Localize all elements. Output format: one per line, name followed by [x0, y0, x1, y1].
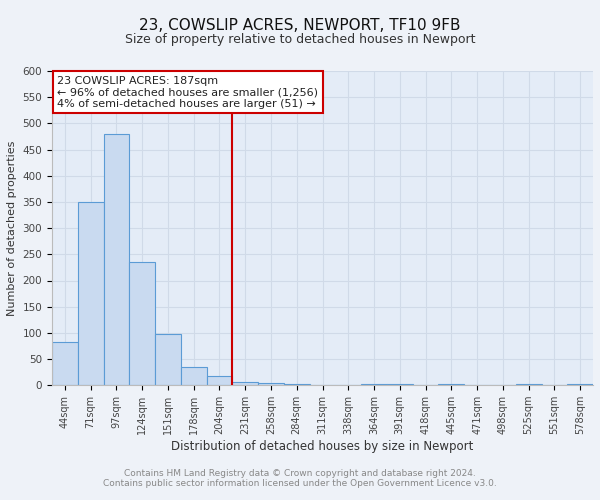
Bar: [567, 384, 593, 386]
Bar: [387, 384, 413, 386]
X-axis label: Distribution of detached houses by size in Newport: Distribution of detached houses by size …: [172, 440, 474, 453]
Text: Contains public sector information licensed under the Open Government Licence v3: Contains public sector information licen…: [103, 478, 497, 488]
Bar: [284, 384, 310, 386]
Bar: [78, 202, 104, 386]
Bar: [129, 262, 155, 386]
Text: 23, COWSLIP ACRES, NEWPORT, TF10 9FB: 23, COWSLIP ACRES, NEWPORT, TF10 9FB: [139, 18, 461, 32]
Bar: [104, 134, 129, 386]
Bar: [181, 367, 206, 386]
Text: Size of property relative to detached houses in Newport: Size of property relative to detached ho…: [125, 32, 475, 46]
Bar: [52, 342, 78, 386]
Bar: [155, 334, 181, 386]
Text: 23 COWSLIP ACRES: 187sqm
← 96% of detached houses are smaller (1,256)
4% of semi: 23 COWSLIP ACRES: 187sqm ← 96% of detach…: [58, 76, 319, 109]
Bar: [516, 384, 542, 386]
Bar: [439, 384, 464, 386]
Bar: [258, 382, 284, 386]
Bar: [206, 376, 232, 386]
Bar: [361, 384, 387, 386]
Text: Contains HM Land Registry data © Crown copyright and database right 2024.: Contains HM Land Registry data © Crown c…: [124, 468, 476, 477]
Bar: [232, 382, 258, 386]
Y-axis label: Number of detached properties: Number of detached properties: [7, 140, 17, 316]
